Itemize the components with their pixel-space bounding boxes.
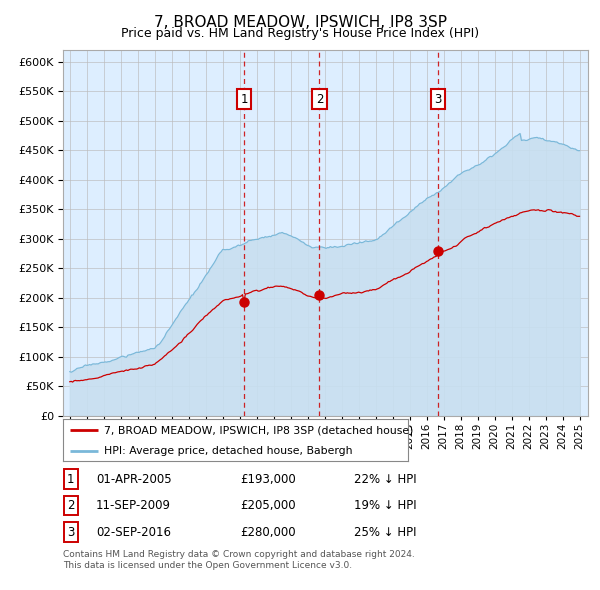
Text: This data is licensed under the Open Government Licence v3.0.: This data is licensed under the Open Gov… [63,561,352,570]
Text: Contains HM Land Registry data © Crown copyright and database right 2024.: Contains HM Land Registry data © Crown c… [63,550,415,559]
Text: 01-APR-2005: 01-APR-2005 [96,473,172,486]
Text: 11-SEP-2009: 11-SEP-2009 [96,499,171,512]
Text: 3: 3 [67,526,74,539]
Text: 7, BROAD MEADOW, IPSWICH, IP8 3SP: 7, BROAD MEADOW, IPSWICH, IP8 3SP [154,15,446,30]
Text: Price paid vs. HM Land Registry's House Price Index (HPI): Price paid vs. HM Land Registry's House … [121,27,479,40]
Text: 25% ↓ HPI: 25% ↓ HPI [354,526,416,539]
Text: £193,000: £193,000 [240,473,296,486]
Text: 2: 2 [316,93,323,106]
Text: £280,000: £280,000 [240,526,296,539]
Text: 1: 1 [67,473,74,486]
Text: 3: 3 [434,93,442,106]
Text: 7, BROAD MEADOW, IPSWICH, IP8 3SP (detached house): 7, BROAD MEADOW, IPSWICH, IP8 3SP (detac… [104,425,414,435]
Text: £205,000: £205,000 [240,499,296,512]
Text: 19% ↓ HPI: 19% ↓ HPI [354,499,416,512]
Text: HPI: Average price, detached house, Babergh: HPI: Average price, detached house, Babe… [104,446,353,455]
Text: 2: 2 [67,499,74,512]
Text: 1: 1 [240,93,248,106]
Text: 22% ↓ HPI: 22% ↓ HPI [354,473,416,486]
Text: 02-SEP-2016: 02-SEP-2016 [96,526,171,539]
